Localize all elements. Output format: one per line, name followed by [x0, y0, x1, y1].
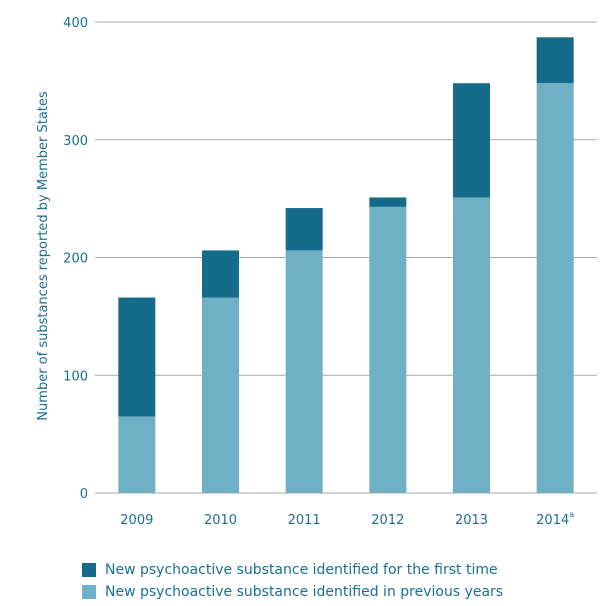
x-tick-label-2009: 2009 — [120, 513, 153, 528]
y-axis-label: Number of substances reported by Member … — [36, 91, 51, 421]
y-tick-label-200: 200 — [63, 252, 88, 267]
legend-item-first-time: New psychoactive substance identified fo… — [82, 559, 503, 581]
x-tick-label-2012: 2012 — [371, 513, 404, 528]
x-tick-label-2011: 2011 — [288, 513, 321, 528]
y-tick-label-400: 400 — [63, 16, 88, 31]
bar-2013-first-time — [453, 83, 490, 198]
bar-2014-previous-years — [536, 83, 574, 493]
bar-2012-previous-years — [369, 206, 407, 493]
legend-label-previous-years: New psychoactive substance identified in… — [105, 584, 504, 600]
bar-2011-previous-years — [285, 250, 323, 493]
bar-2012-first-time — [369, 197, 407, 207]
x-axis-ticks: 2009 2010 2011 2012 2013 2014a — [120, 510, 574, 528]
bar-2011-first-time — [285, 208, 323, 251]
y-tick-label-0: 0 — [80, 487, 88, 502]
y-axis-ticks: 0 100 200 300 400 — [63, 16, 88, 502]
bars — [118, 37, 574, 493]
x-tick-label-2010: 2010 — [204, 513, 237, 528]
bar-2014-first-time — [536, 37, 574, 84]
legend: New psychoactive substance identified fo… — [82, 559, 503, 603]
y-tick-label-300: 300 — [63, 134, 88, 149]
bar-2013-previous-years — [453, 197, 490, 493]
legend-item-previous-years: New psychoactive substance identified in… — [82, 581, 503, 603]
bar-2010-previous-years — [202, 297, 239, 493]
y-tick-label-100: 100 — [63, 369, 88, 384]
bar-2009-first-time — [118, 297, 156, 417]
legend-swatch-previous-years — [82, 585, 96, 599]
x-tick-label-2013: 2013 — [455, 513, 488, 528]
x-tick-superscript-2014: a — [569, 510, 574, 519]
legend-swatch-first-time — [82, 563, 96, 577]
bar-2009-previous-years — [118, 416, 156, 493]
bar-2010-first-time — [202, 250, 239, 298]
x-tick-label-2014: 2014a — [536, 510, 574, 528]
gridlines — [95, 21, 597, 494]
legend-label-first-time: New psychoactive substance identified fo… — [105, 562, 498, 578]
